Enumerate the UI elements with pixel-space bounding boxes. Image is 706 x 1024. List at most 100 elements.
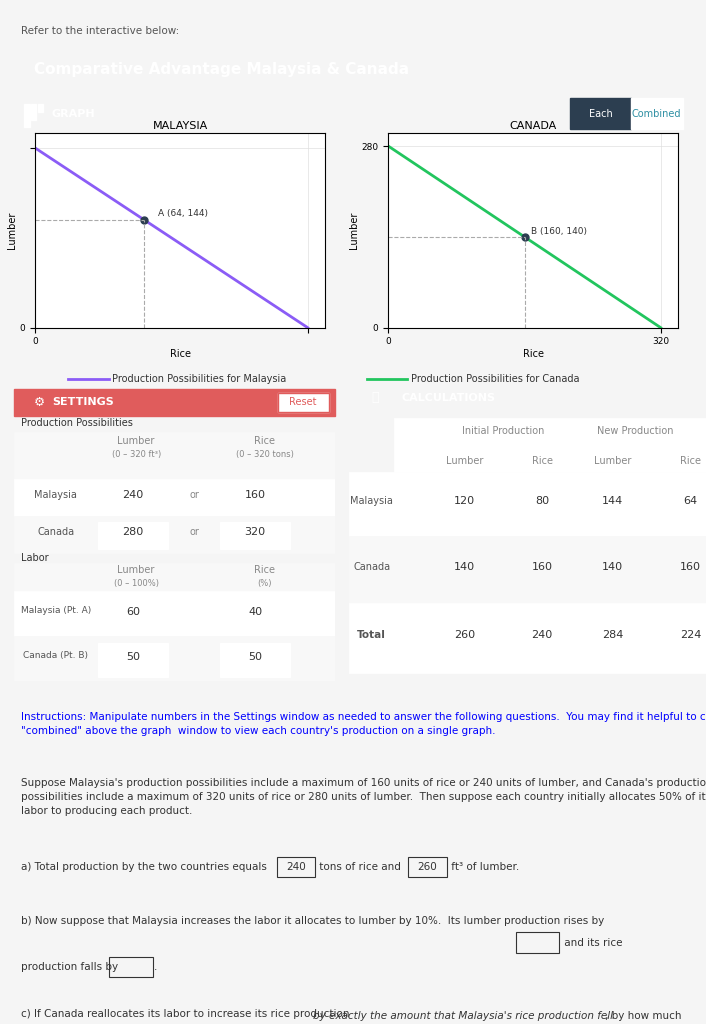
Text: Suppose Malaysia's production possibilities include a maximum of 160 units of ri: Suppose Malaysia's production possibilit…: [21, 778, 706, 816]
Text: 160: 160: [532, 561, 553, 571]
Bar: [277, 393, 329, 412]
Bar: [349, 603, 706, 673]
Bar: [220, 598, 290, 632]
Text: 260: 260: [454, 630, 475, 640]
Text: Rice: Rice: [254, 565, 275, 575]
Text: SETTINGS: SETTINGS: [53, 397, 114, 408]
Text: 280: 280: [122, 526, 143, 537]
Text: 64: 64: [683, 496, 698, 506]
Text: Canada: Canada: [353, 561, 390, 571]
Bar: [14, 479, 335, 516]
Text: Combined: Combined: [632, 109, 681, 119]
Text: Initial Production: Initial Production: [462, 426, 544, 436]
Text: Lumber: Lumber: [117, 565, 155, 575]
Bar: [97, 485, 168, 512]
Text: 160: 160: [680, 561, 701, 571]
Bar: [38, 103, 43, 112]
Text: Each: Each: [589, 109, 612, 119]
Text: Rice: Rice: [254, 436, 275, 446]
Text: Rice: Rice: [532, 456, 553, 466]
Text: and its rice: and its rice: [561, 938, 622, 947]
Text: GRAPH: GRAPH: [52, 109, 95, 119]
Text: Instructions: Manipulate numbers in the Settings window as needed to answer the : Instructions: Manipulate numbers in the …: [21, 712, 706, 735]
Text: 160: 160: [244, 489, 265, 500]
Text: 50: 50: [248, 652, 262, 663]
Text: Production Possibilities for Canada: Production Possibilities for Canada: [411, 374, 579, 384]
Bar: [220, 643, 290, 677]
Text: Canada (Pt. B): Canada (Pt. B): [23, 651, 88, 660]
Text: by exactly the amount that Malaysia's rice production fell: by exactly the amount that Malaysia's ri…: [313, 1012, 614, 1021]
Text: B (160, 140): B (160, 140): [532, 226, 587, 236]
Text: Canada: Canada: [37, 526, 74, 537]
Bar: [97, 643, 168, 677]
Text: New Production: New Production: [597, 426, 673, 436]
Bar: [515, 933, 558, 952]
Text: A (64, 144): A (64, 144): [158, 209, 208, 218]
Text: ft³ of lumber.: ft³ of lumber.: [448, 862, 519, 871]
Text: 40: 40: [248, 607, 262, 617]
Text: c) If Canada reallocates its labor to increase its rice production: c) If Canada reallocates its labor to in…: [21, 1009, 353, 1019]
Text: 140: 140: [454, 561, 475, 571]
Text: Malaysia: Malaysia: [350, 496, 393, 506]
Text: Production Possibilities: Production Possibilities: [20, 418, 133, 428]
Bar: [277, 856, 315, 877]
Text: production falls by: production falls by: [21, 963, 121, 972]
Text: a) Total production by the two countries equals: a) Total production by the two countries…: [21, 862, 270, 871]
Bar: [109, 956, 152, 977]
Text: (0 – 320 ft³): (0 – 320 ft³): [112, 450, 161, 459]
Text: Malaysia (Pt. A): Malaysia (Pt. A): [20, 606, 91, 615]
Bar: [408, 856, 447, 877]
Text: Lumber: Lumber: [117, 436, 155, 446]
Bar: [97, 522, 168, 549]
Text: Comparative Advantage Malaysia & Canada: Comparative Advantage Malaysia & Canada: [35, 61, 409, 77]
Text: CALCULATIONS: CALCULATIONS: [401, 393, 496, 402]
Text: Refer to the interactive below:: Refer to the interactive below:: [21, 26, 179, 36]
Text: 240: 240: [122, 489, 143, 500]
Text: (%): (%): [258, 579, 272, 588]
Text: Rice: Rice: [680, 456, 701, 466]
Text: or: or: [189, 526, 199, 537]
Text: b) Now suppose that Malaysia increases the labor it allocates to lumber by 10%. : b) Now suppose that Malaysia increases t…: [21, 916, 608, 927]
Bar: [220, 485, 290, 512]
Text: 50: 50: [126, 652, 140, 663]
Text: 120: 120: [454, 496, 475, 506]
Text: tons of rice and: tons of rice and: [316, 862, 405, 871]
Text: ⚙: ⚙: [33, 396, 44, 409]
Bar: [14, 591, 335, 636]
Text: 80: 80: [535, 496, 549, 506]
Text: .: .: [154, 963, 157, 972]
X-axis label: Rice: Rice: [169, 349, 191, 359]
X-axis label: Rice: Rice: [522, 349, 544, 359]
Bar: [24, 103, 30, 127]
Bar: [349, 472, 706, 537]
Bar: [570, 98, 631, 129]
Text: Malaysia: Malaysia: [35, 489, 78, 500]
Text: 60: 60: [126, 607, 140, 617]
Text: Total: Total: [357, 630, 386, 640]
Y-axis label: Lumber: Lumber: [7, 212, 17, 249]
Text: (0 – 320 tons): (0 – 320 tons): [236, 450, 294, 459]
Text: , by how much: , by how much: [605, 1012, 682, 1021]
Text: ⌸: ⌸: [371, 391, 379, 404]
Bar: [277, 393, 329, 412]
Title: MALAYSIA: MALAYSIA: [152, 121, 208, 131]
Bar: [14, 563, 335, 594]
Bar: [97, 598, 168, 632]
Bar: [14, 389, 335, 416]
Text: 240: 240: [286, 862, 306, 871]
Bar: [14, 432, 335, 479]
Text: Production Possibilities for Malaysia: Production Possibilities for Malaysia: [112, 374, 287, 384]
Text: 240: 240: [532, 630, 553, 640]
Text: 260: 260: [417, 862, 437, 871]
Text: 224: 224: [680, 630, 701, 640]
Bar: [394, 418, 706, 472]
Text: (0 – 100%): (0 – 100%): [114, 579, 159, 588]
Bar: [14, 516, 335, 553]
Text: 140: 140: [602, 561, 623, 571]
Text: 144: 144: [602, 496, 623, 506]
Bar: [220, 522, 290, 549]
Y-axis label: Lumber: Lumber: [349, 212, 359, 249]
Text: Labor: Labor: [20, 553, 48, 563]
Bar: [631, 98, 683, 129]
Bar: [349, 537, 706, 603]
